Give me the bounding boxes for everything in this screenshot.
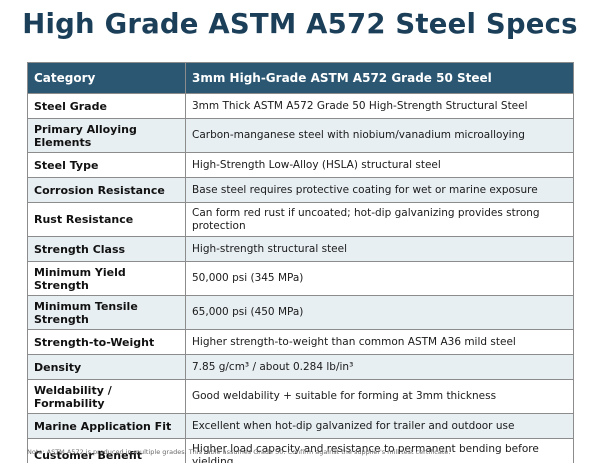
row-category: Customer Benefit [27,438,186,463]
row-category: Steel Type [27,152,186,178]
row-category: Corrosion Resistance [27,177,186,203]
row-value: High-strength structural steel [185,236,574,262]
row-value: Higher load capacity and resistance to p… [185,438,574,463]
row-value: 3mm Thick ASTM A572 Grade 50 High-Streng… [185,93,574,119]
row-category: Minimum Tensile Strength [27,295,186,330]
row-value: Carbon-manganese steel with niobium/vana… [185,118,574,153]
row-value: 7.85 g/cm³ / about 0.284 lb/in³ [185,354,574,380]
row-category: Minimum Yield Strength [27,261,186,296]
table-row: Steel Grade 3mm Thick ASTM A572 Grade 50… [27,93,574,119]
row-value: Higher strength-to-weight than common AS… [185,329,574,355]
table-row: Customer Benefit Higher load capacity an… [27,438,574,463]
table-row: Minimum Tensile Strength 65,000 psi (450… [27,295,574,330]
table-row: Strength-to-Weight Higher strength-to-we… [27,329,574,355]
table-header-row: Category 3mm High-Grade ASTM A572 Grade … [27,62,574,94]
page-title: High Grade ASTM A572 Steel Specs [22,8,578,40]
table-row: Corrosion Resistance Base steel requires… [27,177,574,203]
table-row: Steel Type High-Strength Low-Alloy (HSLA… [27,152,574,178]
row-category: Marine Application Fit [27,413,186,439]
row-value: Excellent when hot-dip galvanized for tr… [185,413,574,439]
table-row: Strength Class High-strength structural … [27,236,574,262]
row-value: Good weldability + suitable for forming … [185,379,574,414]
table-row: Weldability / Formability Good weldabili… [27,379,574,414]
row-category: Rust Resistance [27,202,186,237]
table-row: Rust Resistance Can form red rust if unc… [27,202,574,237]
row-category: Weldability / Formability [27,379,186,414]
column-header-category: Category [27,62,186,94]
row-value: 65,000 psi (450 MPa) [185,295,574,330]
row-category: Strength Class [27,236,186,262]
table-row: Minimum Yield Strength 50,000 psi (345 M… [27,261,574,296]
row-category: Density [27,354,186,380]
row-category: Steel Grade [27,93,186,119]
row-category: Primary Alloying Elements [27,118,186,153]
footnote: Note: ASTM A572 is produced in multiple … [27,448,451,456]
table-row: Primary Alloying Elements Carbon-mangane… [27,118,574,153]
column-header-spec: 3mm High-Grade ASTM A572 Grade 50 Steel [185,62,574,94]
row-category: Strength-to-Weight [27,329,186,355]
row-value: Base steel requires protective coating f… [185,177,574,203]
row-value: 50,000 psi (345 MPa) [185,261,574,296]
table-row: Marine Application Fit Excellent when ho… [27,413,574,439]
row-value: High-Strength Low-Alloy (HSLA) structura… [185,152,574,178]
row-value: Can form red rust if uncoated; hot-dip g… [185,202,574,237]
table-row: Density 7.85 g/cm³ / about 0.284 lb/in³ [27,354,574,380]
specs-table: Category 3mm High-Grade ASTM A572 Grade … [27,62,574,463]
